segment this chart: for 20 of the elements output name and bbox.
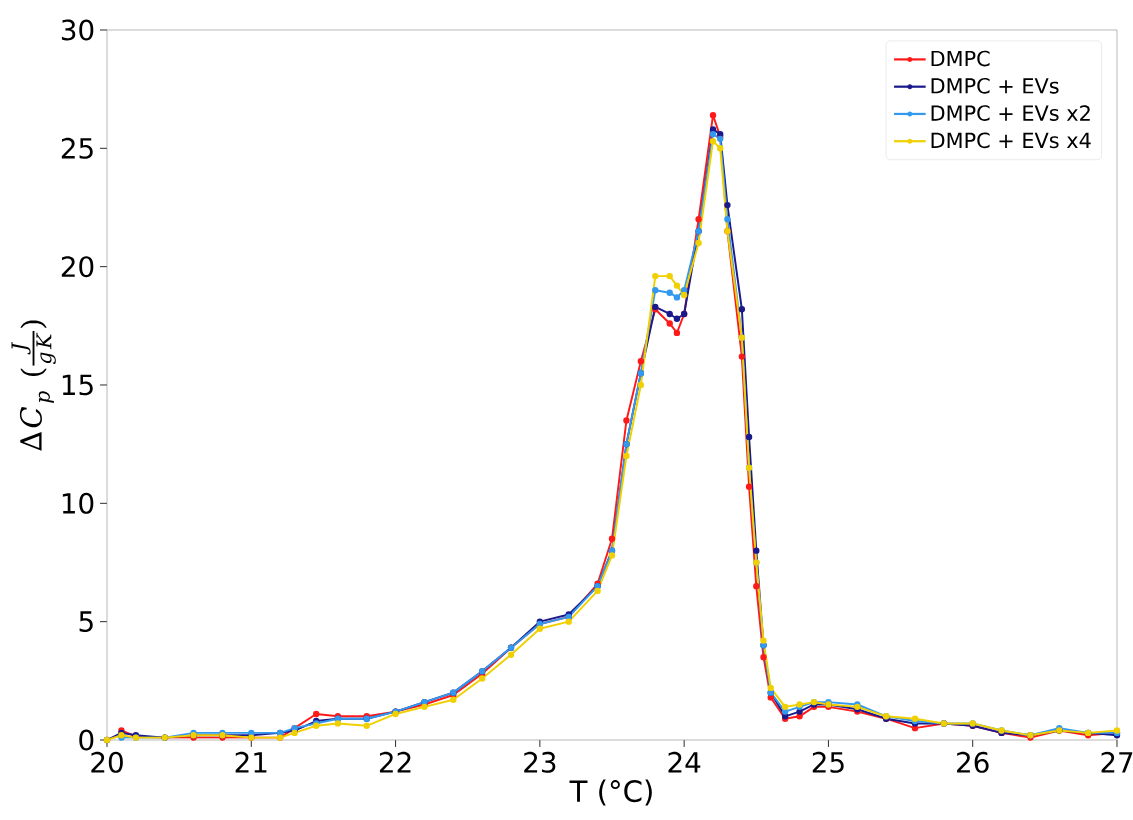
legend-label: DMPC: [931, 50, 990, 67]
legend-label: DMPC + EVs x2: [931, 105, 1090, 121]
y-tick-label: 25: [61, 137, 93, 159]
y-tick-label: 10: [62, 492, 94, 514]
y-tick-label: 0: [79, 729, 94, 751]
x-tick-label: 25: [812, 751, 844, 773]
x-tick-label: 27: [1101, 751, 1133, 773]
x-tick-label: 26: [957, 751, 989, 773]
x-tick-label: 22: [379, 751, 411, 773]
x-tick-label: 23: [524, 751, 556, 773]
x-axis-title: T (°C): [569, 779, 652, 806]
y-tick-label: 15: [62, 374, 93, 396]
y-tick-label: 30: [61, 19, 94, 41]
legend-label: DMPC + EVs: [931, 77, 1059, 94]
y-axis-title: $\Delta C_p\ (\frac{J}{gK})$: [11, 320, 56, 451]
y-tick-label: 20: [61, 256, 94, 278]
x-tick-label: 21: [235, 751, 267, 773]
y-tick-label: 5: [79, 611, 93, 632]
legend-label: DMPC + EVs x4: [931, 132, 1091, 149]
x-tick-label: 24: [668, 751, 701, 773]
